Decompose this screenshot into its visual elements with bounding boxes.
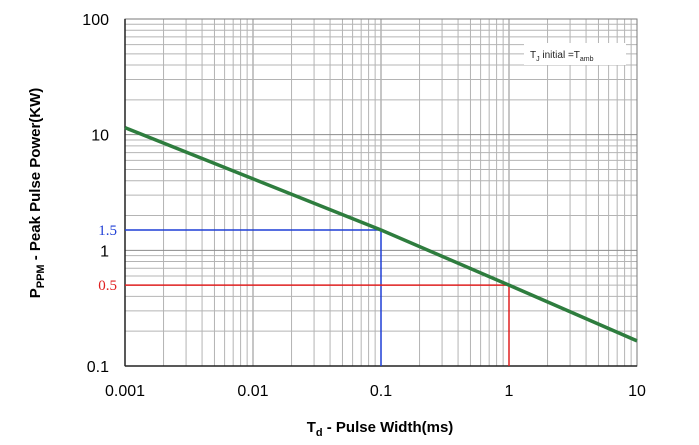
annotation-label: 1.5 xyxy=(98,223,117,239)
x-tick-labels: 0.001 0.01 0.1 1 10 xyxy=(105,383,646,400)
x-tick-label: 0.001 xyxy=(105,383,145,400)
x-axis-title: Td - Pulse Width(ms) xyxy=(307,419,454,439)
series-line xyxy=(124,126,638,343)
x-tick-label: 0.01 xyxy=(237,383,268,400)
grid xyxy=(124,18,638,367)
y-tick-label: 100 xyxy=(82,12,109,29)
y-axis-title: PPPM - Peak Pulse Power(KW) xyxy=(27,88,47,299)
annotation-label: 0.5 xyxy=(98,278,117,294)
x-tick-label: 10 xyxy=(628,383,646,400)
annotation-lines xyxy=(125,229,510,366)
x-tick-label: 0.1 xyxy=(370,383,392,400)
legend-note: TJ initial =Tamb xyxy=(530,50,594,63)
x-tick-label: 1 xyxy=(505,383,514,400)
annotation-labels: 1.5 0.5 xyxy=(98,223,117,294)
y-tick-labels: 0.1 1 10 100 xyxy=(82,12,109,376)
legend-box xyxy=(524,43,626,65)
y-tick-label: 10 xyxy=(91,128,109,145)
y-tick-label: 1 xyxy=(100,243,109,260)
y-tick-label: 0.1 xyxy=(87,359,109,376)
